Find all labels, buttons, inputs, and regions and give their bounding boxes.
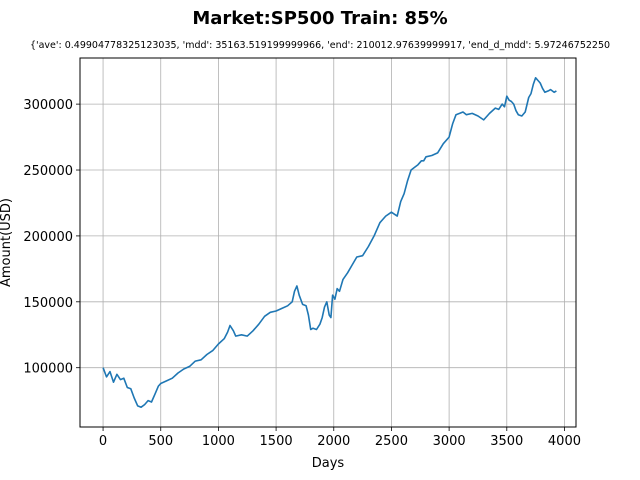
x-tick-label: 0 <box>99 434 107 449</box>
x-axis-label: Days <box>312 456 345 471</box>
y-tick-label: 250000 <box>23 164 73 179</box>
y-axis-label: Amount(USD) <box>0 198 14 287</box>
x-tick-label: 2000 <box>317 434 350 449</box>
y-tick-label: 200000 <box>23 230 73 245</box>
x-tick-label: 2500 <box>375 434 408 449</box>
plot-area-frame <box>79 57 577 428</box>
y-tick-label: 100000 <box>23 362 73 377</box>
y-tick-label: 150000 <box>23 296 73 311</box>
x-tick-label: 3000 <box>433 434 466 449</box>
x-tick-label: 1500 <box>260 434 293 449</box>
chart-title: Market:SP500 Train: 85% <box>192 8 448 29</box>
x-tick-label: 500 <box>148 434 173 449</box>
x-tick-label: 1000 <box>202 434 235 449</box>
x-tick-label: 3500 <box>490 434 523 449</box>
x-tick-label: 4000 <box>548 434 581 449</box>
chart-subtitle: {'ave': 0.49904778325123035, 'mdd': 3516… <box>29 40 611 51</box>
series-line-0 <box>102 77 557 408</box>
y-tick-label: 300000 <box>23 98 73 113</box>
